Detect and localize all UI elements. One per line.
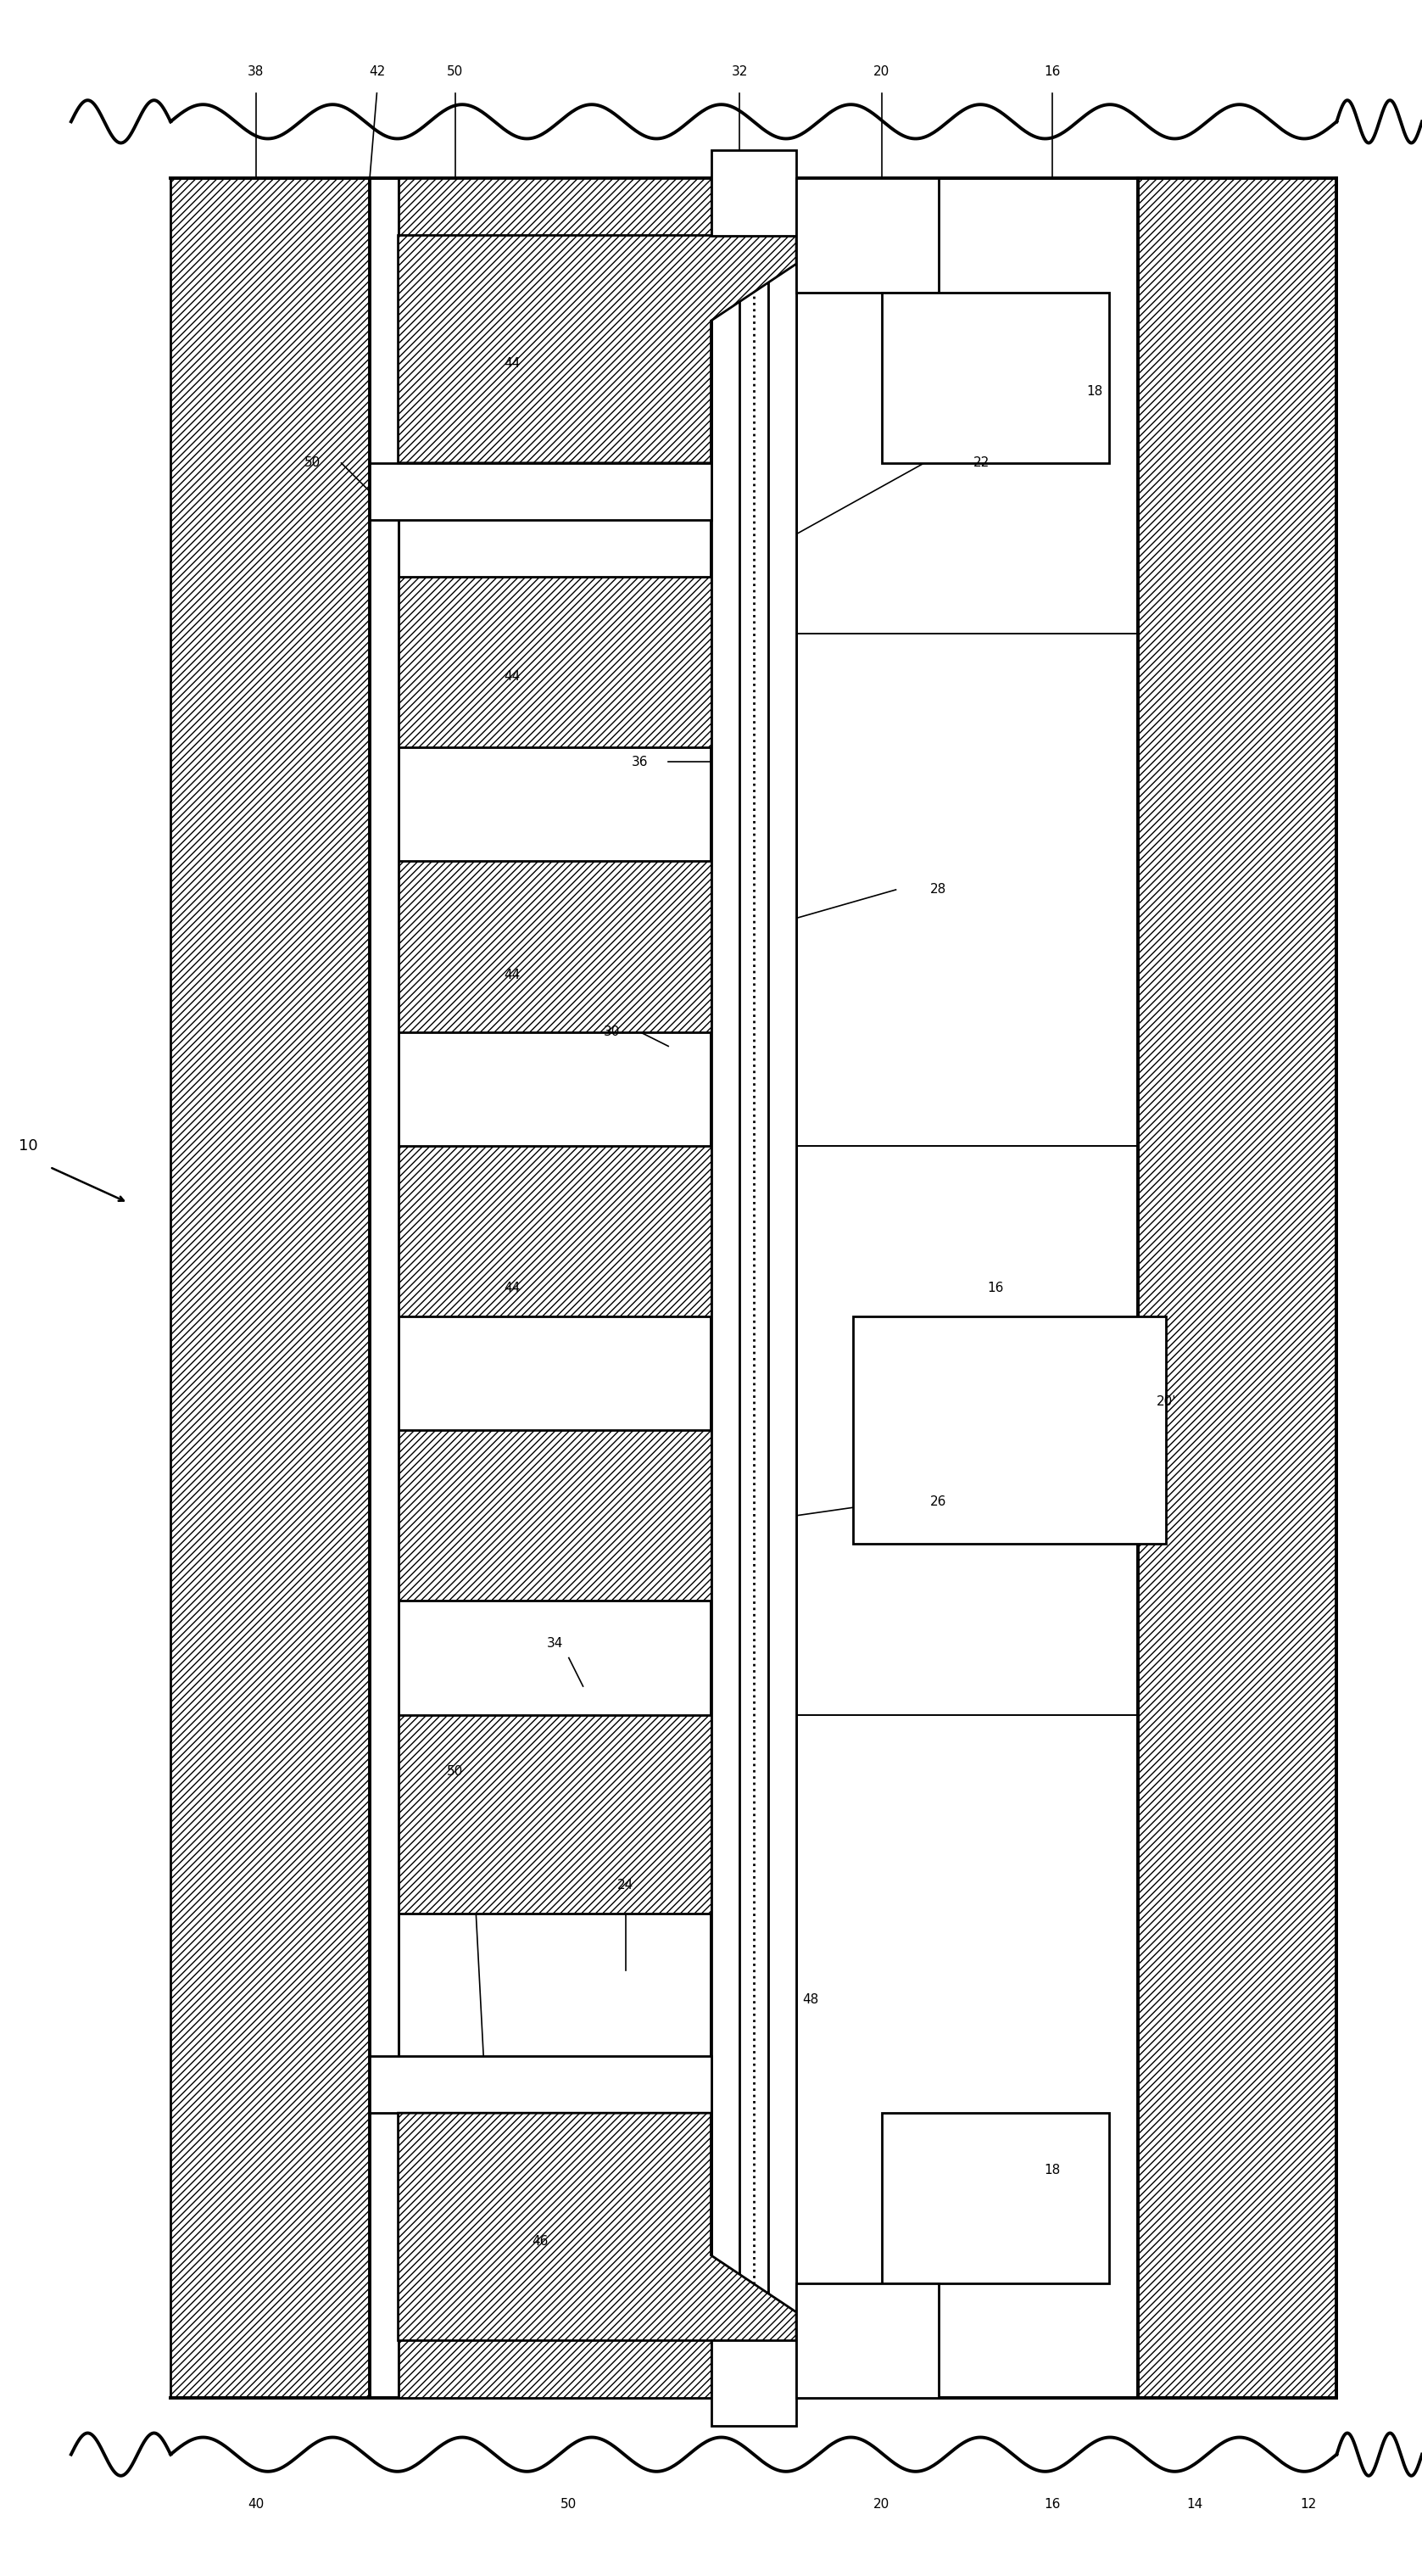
Text: 46: 46 bbox=[532, 2233, 549, 2246]
Text: 32: 32 bbox=[731, 64, 748, 77]
Text: 10: 10 bbox=[18, 1139, 38, 1154]
Text: 22: 22 bbox=[973, 456, 990, 469]
Text: 20: 20 bbox=[873, 64, 890, 77]
Bar bbox=[398, 1600, 711, 1716]
Bar bbox=[398, 1033, 711, 1146]
Bar bbox=[882, 291, 1109, 464]
Bar bbox=[796, 2285, 939, 2398]
Text: 24: 24 bbox=[617, 1878, 634, 1891]
Bar bbox=[370, 178, 398, 2398]
Polygon shape bbox=[398, 2112, 796, 2398]
Text: 28: 28 bbox=[930, 884, 947, 896]
Bar bbox=[398, 860, 711, 1033]
Bar bbox=[398, 178, 711, 407]
Text: 18: 18 bbox=[1086, 386, 1103, 399]
Text: 36: 36 bbox=[631, 755, 648, 768]
Bar bbox=[398, 178, 711, 2398]
Polygon shape bbox=[398, 178, 796, 464]
Bar bbox=[398, 577, 711, 747]
Bar bbox=[882, 2112, 1109, 2285]
Bar bbox=[398, 2112, 711, 2398]
Bar bbox=[370, 464, 711, 520]
Text: 20': 20' bbox=[1156, 1396, 1176, 1409]
Bar bbox=[398, 291, 711, 464]
Text: 26: 26 bbox=[930, 1494, 947, 1507]
Bar bbox=[171, 178, 370, 2398]
Bar bbox=[398, 2112, 711, 2398]
Text: 16: 16 bbox=[987, 1283, 1004, 1293]
Bar bbox=[398, 407, 711, 2169]
Text: 50: 50 bbox=[304, 456, 321, 469]
Text: 18: 18 bbox=[1044, 2164, 1061, 2177]
Text: 34: 34 bbox=[546, 1638, 563, 1651]
Text: 44: 44 bbox=[503, 358, 520, 371]
Text: 20: 20 bbox=[873, 2499, 890, 2512]
Bar bbox=[796, 178, 939, 291]
Bar bbox=[711, 234, 739, 2342]
Bar bbox=[768, 234, 796, 2342]
Text: 16: 16 bbox=[1044, 64, 1061, 77]
Text: 50: 50 bbox=[447, 64, 464, 77]
Bar bbox=[398, 8, 711, 291]
Bar bbox=[711, 2342, 796, 2427]
Text: 14: 14 bbox=[1186, 2499, 1203, 2512]
Bar bbox=[853, 1316, 1166, 1543]
Text: 44: 44 bbox=[503, 1283, 520, 1293]
Bar bbox=[1138, 178, 1337, 2398]
Text: 42: 42 bbox=[368, 64, 385, 77]
Text: 16: 16 bbox=[1044, 2499, 1061, 2512]
Text: 44: 44 bbox=[503, 670, 520, 683]
Text: 50: 50 bbox=[447, 1765, 464, 1777]
Bar bbox=[398, 747, 711, 860]
Text: 12: 12 bbox=[1300, 2499, 1317, 2512]
Bar bbox=[796, 178, 1138, 2398]
Bar bbox=[398, 178, 711, 464]
Text: 38: 38 bbox=[247, 64, 264, 77]
Text: 44: 44 bbox=[503, 969, 520, 981]
Bar bbox=[398, 464, 711, 577]
Bar bbox=[398, 1316, 711, 1430]
Text: 30: 30 bbox=[603, 1025, 620, 1038]
Bar bbox=[711, 149, 796, 234]
Bar bbox=[398, 1146, 711, 1316]
Text: 48: 48 bbox=[802, 1994, 819, 2007]
Bar bbox=[398, 1716, 711, 1914]
Bar bbox=[398, 1430, 711, 1600]
Text: 40: 40 bbox=[247, 2499, 264, 2512]
Bar bbox=[370, 2056, 711, 2112]
Text: 50: 50 bbox=[560, 2499, 577, 2512]
